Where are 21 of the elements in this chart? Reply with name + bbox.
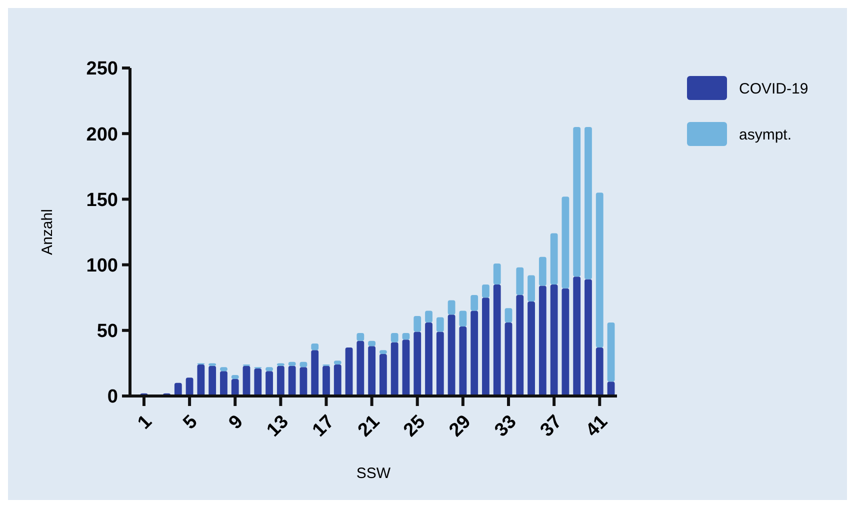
- y-axis-title: Anzahl: [39, 209, 56, 255]
- legend-label: COVID-19: [739, 80, 808, 98]
- y-tick-label: 100: [86, 255, 118, 276]
- x-tick-label: 5: [179, 411, 202, 434]
- y-tick-label: 250: [86, 58, 118, 80]
- x-tick-label: 25: [400, 411, 430, 442]
- x-tick-label: 29: [445, 411, 476, 442]
- x-tick-label: 17: [308, 411, 338, 442]
- y-tick-label: 150: [86, 190, 118, 211]
- y-tick-label: 0: [107, 386, 118, 408]
- x-tick-label: 21: [354, 411, 384, 442]
- x-axis-title: SSW: [356, 465, 392, 482]
- x-tick-label: 37: [536, 411, 566, 442]
- x-tick-label: 1: [134, 411, 157, 434]
- x-tick-label: 41: [582, 411, 612, 442]
- x-tick-label: 13: [263, 411, 293, 442]
- x-tick-label: 9: [225, 411, 248, 434]
- y-tick-label: 200: [86, 124, 118, 146]
- x-tick-label: 33: [490, 411, 521, 442]
- y-tick-label: 50: [96, 321, 118, 342]
- legend-label: asympt.: [739, 126, 792, 144]
